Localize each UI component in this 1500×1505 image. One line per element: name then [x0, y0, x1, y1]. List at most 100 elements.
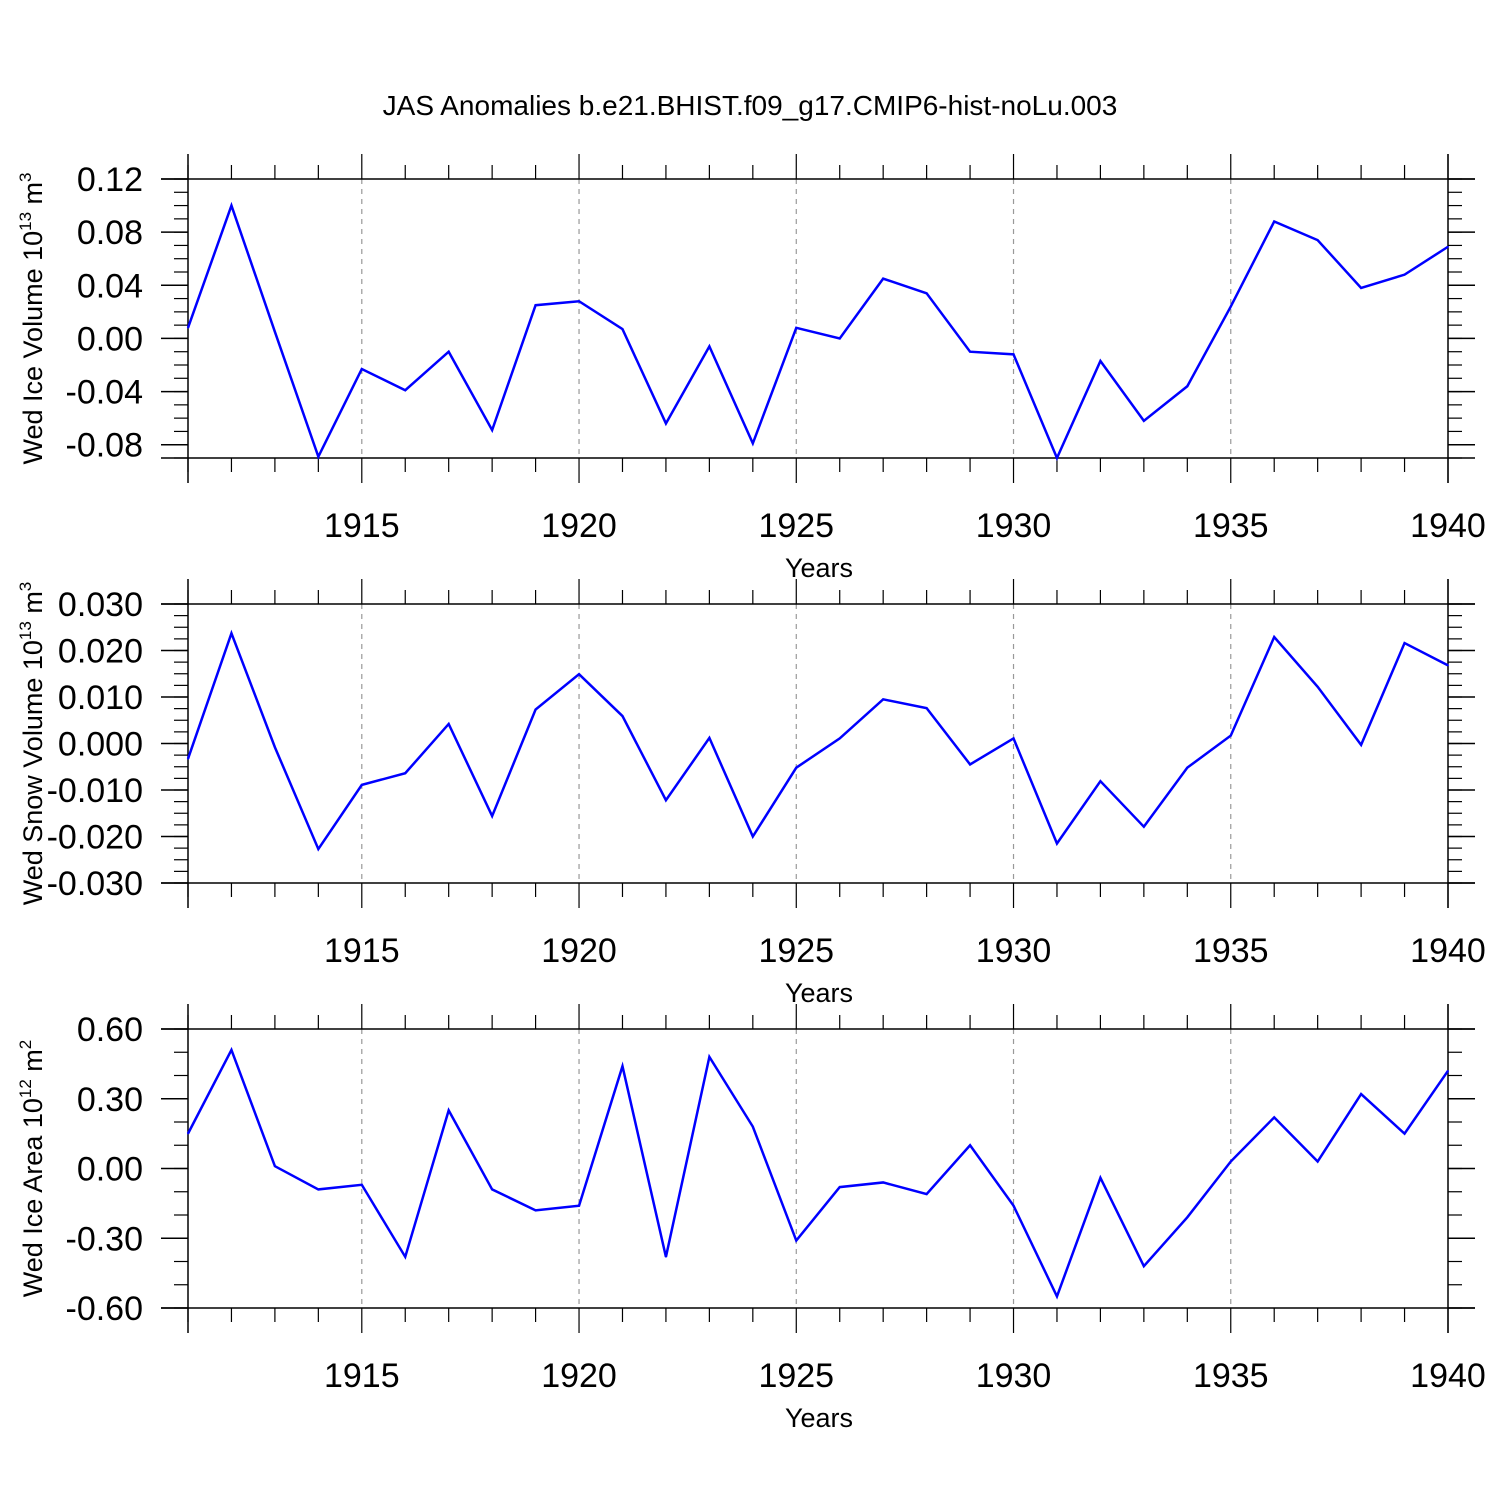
- data-point: [404, 772, 407, 775]
- y-tick-label: 0.08: [77, 214, 143, 252]
- data-point: [360, 368, 363, 370]
- data-point: [882, 1181, 884, 1184]
- data-point: [1186, 766, 1189, 769]
- data-point: [1143, 825, 1145, 828]
- y-tick-label: -0.04: [66, 374, 144, 412]
- y-tick-label: -0.030: [47, 865, 143, 903]
- data-point: [882, 698, 884, 701]
- x-tick-label: 1930: [976, 507, 1052, 545]
- series-line-ice-volume: [186, 201, 1449, 462]
- x-axis-label: Years: [785, 1403, 853, 1433]
- y-axis-label-superscript: 3: [16, 582, 35, 591]
- x-tick-label: 1940: [1410, 507, 1486, 545]
- data-point: [708, 345, 711, 348]
- data-point: [404, 389, 407, 392]
- data-point: [752, 442, 754, 445]
- x-tick-label: 1925: [758, 1357, 834, 1395]
- data-point: [1360, 1093, 1362, 1095]
- data-point: [1360, 744, 1362, 746]
- data-point: [925, 1193, 928, 1195]
- data-point: [1229, 305, 1232, 308]
- x-tick-label: 1920: [541, 932, 617, 970]
- y-axis-label-text: Wed Snow Volume 10: [18, 640, 48, 905]
- x-tick-label: 1940: [1410, 1357, 1486, 1395]
- data-point: [534, 1209, 537, 1212]
- series-line-ice-area: [186, 1046, 1450, 1300]
- data-point: [491, 815, 493, 817]
- data-point: [795, 1239, 798, 1242]
- data-point: [187, 758, 189, 760]
- data-point: [317, 848, 320, 850]
- data-point: [274, 746, 276, 749]
- data-point: [1316, 1160, 1319, 1163]
- data-point: [752, 835, 754, 838]
- data-point: [708, 737, 711, 739]
- x-tick-label: 1915: [324, 507, 400, 545]
- data-point: [1273, 1116, 1276, 1119]
- y-tick-label: 0.04: [77, 267, 143, 305]
- data-point: [1012, 1204, 1015, 1207]
- data-point: [1273, 220, 1276, 223]
- data-point: [317, 455, 320, 458]
- data-point: [621, 715, 624, 717]
- y-tick-label: 0.60: [77, 1011, 143, 1049]
- y-tick-label: -0.020: [47, 819, 143, 857]
- y-axis-label: Wed Ice Area 1012 m2: [16, 1040, 48, 1298]
- data-point: [1403, 642, 1406, 644]
- y-axis-label-text: m: [18, 1049, 48, 1079]
- data-point: [838, 337, 841, 340]
- x-tick-label: 1935: [1193, 932, 1269, 970]
- data-point: [838, 737, 841, 740]
- data-point: [665, 799, 667, 802]
- data-point: [1143, 1265, 1145, 1267]
- data-point: [795, 327, 798, 329]
- panels: -0.08 -0.04 0.00 0.04 0.08 0.12 1915 1920 1925 19…: [16, 154, 1486, 1433]
- y-tick-label: -0.08: [66, 427, 144, 465]
- y-tick-label: 0.00: [77, 1151, 143, 1189]
- data-point: [230, 204, 233, 207]
- y-tick-label: 0.12: [77, 161, 143, 199]
- data-point: [1012, 737, 1015, 740]
- y-axis-label-text: m: [18, 591, 48, 621]
- x-tick-label: 1915: [324, 1357, 400, 1395]
- y-axis-label-text: m: [18, 182, 48, 212]
- y-tick-label: 0.000: [58, 726, 143, 764]
- data-point: [274, 330, 276, 333]
- data-point: [360, 1183, 363, 1186]
- x-tick-label: 1935: [1193, 507, 1269, 545]
- x-tick-label: 1920: [541, 507, 617, 545]
- data-point: [1099, 360, 1102, 362]
- data-point: [360, 784, 363, 786]
- data-point: [491, 429, 493, 431]
- data-point: [1273, 636, 1276, 638]
- data-point: [925, 292, 928, 295]
- y-tick-label: -0.30: [66, 1220, 144, 1258]
- y-axis-label: Wed Ice Volume 1013 m3: [16, 172, 48, 464]
- data-point: [187, 327, 189, 329]
- x-tick-label: 1925: [758, 932, 834, 970]
- data-point: [230, 1049, 233, 1051]
- x-tick-label: 1920: [541, 1357, 617, 1395]
- data-point: [795, 766, 798, 769]
- chart-panel-ice-volume: -0.08 -0.04 0.00 0.04 0.08 0.12 1915 1920 1925 19…: [16, 154, 1486, 583]
- data-point: [621, 1065, 624, 1067]
- data-point: [1229, 734, 1232, 737]
- y-tick-label: 0.020: [58, 633, 143, 671]
- data-point: [534, 708, 537, 711]
- data-point: [578, 1204, 580, 1207]
- data-point: [838, 1186, 841, 1188]
- data-point: [1316, 239, 1319, 241]
- data-point: [665, 1256, 667, 1258]
- data-point: [1056, 457, 1058, 459]
- data-point: [752, 1125, 754, 1128]
- data-point: [1403, 1132, 1406, 1135]
- data-point: [447, 1109, 450, 1112]
- data-point: [230, 632, 233, 635]
- data-point: [534, 304, 537, 307]
- x-tick-label: 1915: [324, 932, 400, 970]
- data-point: [274, 1165, 276, 1167]
- data-point: [1447, 664, 1449, 667]
- y-axis-label-superscript: 2: [16, 1040, 35, 1049]
- x-tick-label: 1930: [976, 932, 1052, 970]
